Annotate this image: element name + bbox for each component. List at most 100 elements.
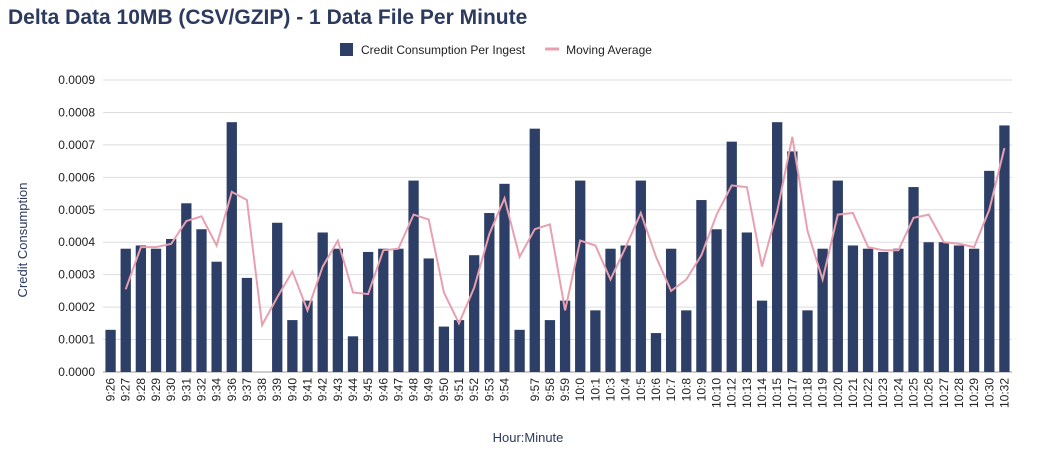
bar bbox=[681, 310, 692, 372]
x-tick-label: 9:27 bbox=[119, 378, 133, 402]
bar bbox=[302, 300, 313, 372]
bar bbox=[469, 255, 480, 372]
y-tick-label: 0.0008 bbox=[58, 105, 95, 119]
x-tick-label: 9:26 bbox=[104, 378, 118, 402]
bar bbox=[968, 248, 980, 372]
bar bbox=[166, 238, 177, 372]
bar bbox=[893, 248, 904, 372]
bar bbox=[211, 261, 222, 372]
x-tick-label: 10:9 bbox=[694, 378, 708, 402]
bar bbox=[484, 213, 495, 372]
x-tick-label: 9:47 bbox=[391, 378, 405, 402]
bar bbox=[772, 122, 783, 372]
y-tick-label: 0.0009 bbox=[58, 73, 95, 87]
bar bbox=[499, 183, 510, 372]
x-tick-label: 10:30 bbox=[982, 378, 996, 408]
x-axis-title: Hour:Minute bbox=[493, 430, 564, 445]
legend-swatch bbox=[340, 43, 353, 56]
bar bbox=[756, 300, 768, 372]
x-tick-label: 10:27 bbox=[937, 378, 951, 408]
x-tick-label: 9:31 bbox=[179, 378, 193, 402]
x-tick-label: 10:20 bbox=[831, 378, 845, 408]
bar bbox=[984, 170, 995, 372]
bar bbox=[135, 245, 147, 372]
x-tick-label: 9:50 bbox=[437, 378, 451, 402]
bar bbox=[105, 329, 116, 372]
bar bbox=[605, 248, 616, 372]
x-tick-label: 9:51 bbox=[452, 378, 466, 402]
x-tick-label: 9:29 bbox=[149, 378, 163, 402]
x-tick-label: 9:52 bbox=[467, 378, 481, 402]
bar bbox=[817, 248, 828, 372]
bar bbox=[635, 180, 646, 372]
line bbox=[124, 136, 1006, 329]
legend-label: Credit Consumption Per Ingest bbox=[361, 43, 526, 57]
bar bbox=[711, 229, 722, 372]
x-tick-label: 9:34 bbox=[210, 378, 224, 402]
y-tick-label: 0.0003 bbox=[58, 268, 95, 282]
bar bbox=[999, 125, 1010, 372]
bar bbox=[423, 258, 434, 372]
bar bbox=[362, 251, 374, 372]
bar bbox=[332, 248, 343, 372]
bar bbox=[908, 187, 919, 372]
x-tick-label: 10:1 bbox=[588, 378, 602, 402]
bar bbox=[120, 248, 131, 372]
x-tick-label: 10:3 bbox=[604, 378, 618, 402]
chart-title: Delta Data 10MB (CSV/GZIP) - 1 Data File… bbox=[8, 6, 527, 29]
bar bbox=[196, 229, 207, 372]
x-tick-label: 9:45 bbox=[361, 378, 375, 402]
x-tick-label: 9:38 bbox=[255, 378, 269, 402]
x-tick-label: 10:26 bbox=[922, 378, 936, 408]
y-tick-label: 0.0006 bbox=[58, 170, 95, 184]
x-tick-label: 9:32 bbox=[194, 378, 208, 402]
x-tick-label: 10:18 bbox=[800, 378, 814, 408]
x-tick-label: 10:25 bbox=[907, 378, 921, 408]
bar bbox=[226, 122, 237, 372]
x-tick-label: 10:7 bbox=[664, 378, 678, 402]
x-tick-label: 10:5 bbox=[634, 378, 648, 402]
bar bbox=[650, 333, 662, 372]
x-tick-label: 10:15 bbox=[770, 378, 784, 408]
y-tick-label: 0.0001 bbox=[58, 333, 95, 347]
bar bbox=[529, 128, 540, 372]
x-tick-label: 9:54 bbox=[497, 378, 511, 402]
bar bbox=[514, 329, 525, 372]
x-tick-label: 9:58 bbox=[543, 378, 557, 402]
x-tick-label: 10:8 bbox=[679, 378, 693, 402]
x-tick-label: 9:41 bbox=[301, 378, 315, 402]
bar bbox=[438, 326, 450, 372]
bar bbox=[665, 248, 677, 372]
bar bbox=[559, 300, 571, 372]
y-tick-label: 0.0007 bbox=[58, 138, 95, 152]
bar bbox=[620, 245, 631, 372]
y-axis-title: Credit Consumption bbox=[15, 183, 30, 298]
bar bbox=[393, 248, 404, 372]
bar bbox=[741, 232, 753, 372]
bar bbox=[590, 310, 601, 372]
x-tick-label: 10:21 bbox=[846, 378, 860, 408]
x-tick-label: 10:12 bbox=[725, 378, 739, 408]
bar bbox=[241, 277, 253, 372]
x-tick-label: 10:23 bbox=[876, 378, 890, 408]
bar bbox=[878, 251, 889, 372]
bar bbox=[847, 245, 859, 372]
legend-label: Moving Average bbox=[566, 43, 652, 57]
x-tick-label: 10:24 bbox=[891, 378, 905, 408]
x-tick-label: 10:19 bbox=[816, 378, 830, 408]
x-tick-label: 9:28 bbox=[134, 378, 148, 402]
x-tick-label: 9:59 bbox=[558, 378, 572, 402]
x-tick-label: 9:39 bbox=[270, 378, 284, 402]
y-tick-label: 0.0000 bbox=[58, 365, 95, 379]
bar bbox=[408, 180, 419, 372]
y-tick-label: 0.0005 bbox=[58, 203, 95, 217]
x-tick-label: 9:36 bbox=[225, 378, 239, 402]
bar bbox=[378, 248, 389, 372]
bar bbox=[802, 310, 813, 372]
x-tick-label: 9:44 bbox=[346, 378, 360, 402]
x-tick-label: 10:10 bbox=[710, 378, 724, 408]
bar bbox=[923, 242, 934, 372]
y-tick-label: 0.0002 bbox=[58, 300, 95, 314]
bar bbox=[453, 320, 465, 372]
